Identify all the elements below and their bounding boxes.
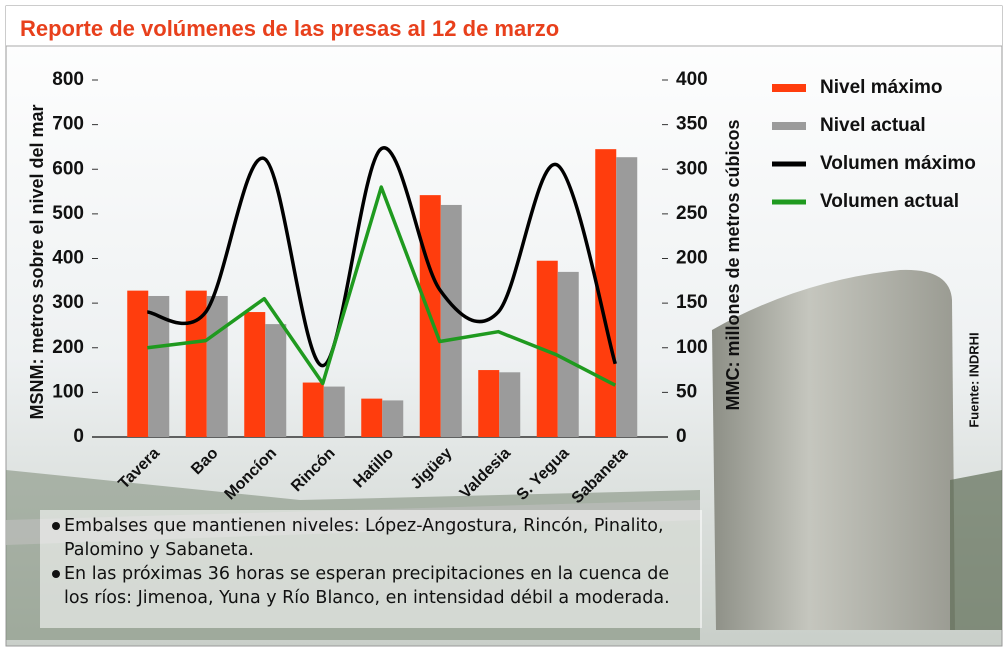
note: Palomino y Sabaneta.	[64, 540, 254, 560]
y2-tick-label: 250	[676, 203, 708, 224]
title-band	[6, 6, 1002, 46]
bar	[557, 271, 579, 437]
y-tick-label: 500	[52, 203, 84, 224]
bar	[536, 260, 558, 437]
y-tick-label: 200	[52, 337, 84, 358]
legend-label: Nivel actual	[820, 115, 926, 136]
line	[146, 146, 617, 368]
photo-trees	[950, 470, 1002, 630]
bar	[323, 386, 345, 437]
y-tick-label: 700	[52, 114, 84, 135]
bar	[148, 295, 170, 437]
bar	[265, 324, 287, 437]
y2-tick-label: 350	[676, 114, 708, 135]
y2-tick-label: 400	[676, 69, 708, 90]
legend-label: Volumen máximo	[820, 153, 976, 174]
bar	[244, 312, 266, 437]
bar	[440, 204, 462, 437]
chart-title: Reporte de volúmenes de las presas al 12…	[20, 16, 559, 41]
bar	[478, 370, 500, 437]
source: Fuente: INDRHI	[966, 332, 981, 427]
bar	[595, 149, 617, 437]
note: Embalses que mantienen niveles: López-An…	[64, 516, 664, 536]
notes-panel	[40, 510, 702, 628]
y-tick-label: 600	[52, 158, 84, 179]
bar	[206, 295, 228, 437]
y2-tick-label: 0	[676, 426, 687, 447]
legend-label: Volumen actual	[820, 191, 959, 212]
y-tick-label: 300	[52, 292, 84, 313]
bullet	[52, 522, 60, 530]
photo-tower	[712, 269, 955, 630]
y2-tick-label: 100	[676, 337, 708, 358]
y2-tick-label: 300	[676, 158, 708, 179]
bar	[185, 290, 207, 437]
y-tick-label: 400	[52, 248, 84, 269]
legend-label: Nivel máximo	[820, 77, 943, 98]
y2-tick-label: 150	[676, 292, 708, 313]
bar	[382, 400, 404, 437]
y-tick-label: 800	[52, 69, 84, 90]
y2-tick-label: 50	[676, 381, 697, 402]
bar	[127, 290, 149, 437]
note: En las próximas 36 horas se esperan prec…	[64, 564, 669, 584]
bar	[361, 398, 383, 437]
bar	[302, 382, 324, 437]
y-tick-label: 100	[52, 381, 84, 402]
note: los ríos: Jimenoa, Yuna y Río Blanco, en…	[64, 588, 670, 608]
y-axis-title: MSNM: metros sobre el nivel del mar	[27, 104, 47, 419]
y2-tick-label: 200	[676, 248, 708, 269]
line	[147, 185, 617, 387]
bullet	[52, 570, 60, 578]
y-tick-label: 0	[73, 426, 84, 447]
y2-axis-title: MMC: millones de metros cúbicos	[723, 119, 743, 410]
bar	[499, 372, 521, 437]
bar	[616, 157, 638, 438]
